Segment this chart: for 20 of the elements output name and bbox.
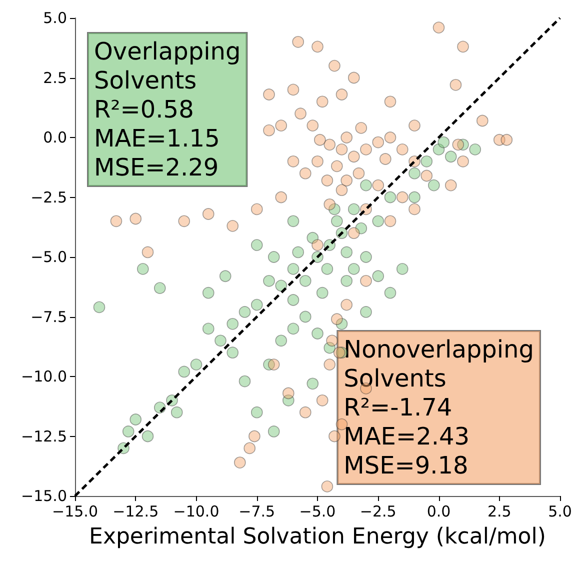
annotation: Nonoverlapping Solvents R²=-1.74 MAE=2.43 MSE=9.18 (344, 336, 534, 480)
y-tick-label: −10.0 (21, 368, 67, 386)
y-tick-label: −15.0 (21, 487, 67, 505)
y-tick-label: 5.0 (43, 9, 67, 27)
x-axis-title: Experimental Solvation Energy (kcal/mol) (89, 524, 546, 550)
y-tick-label: 2.5 (43, 68, 67, 87)
y-tick-label: 0.0 (43, 128, 67, 146)
y-tick-label: −2.5 (30, 188, 67, 206)
y-tick-label: −7.5 (30, 308, 67, 326)
x-tick-label: −5.0 (299, 502, 336, 520)
x-tick-label: 5.0 (548, 502, 572, 520)
y-tick-label: −5.0 (30, 248, 67, 266)
x-tick-label: −10.0 (173, 502, 220, 520)
y-tick-label: −12.5 (21, 427, 67, 446)
x-tick-label: 2.5 (487, 502, 512, 520)
x-tick-label: −12.5 (112, 502, 159, 520)
x-tick-label: −2.5 (360, 502, 396, 520)
x-tick-label: 0.0 (426, 502, 451, 520)
x-tick-label: −7.5 (238, 502, 276, 520)
annotation: Overlapping Solvents R²=0.58 MAE=1.15 MSE=2.29 (94, 38, 241, 182)
